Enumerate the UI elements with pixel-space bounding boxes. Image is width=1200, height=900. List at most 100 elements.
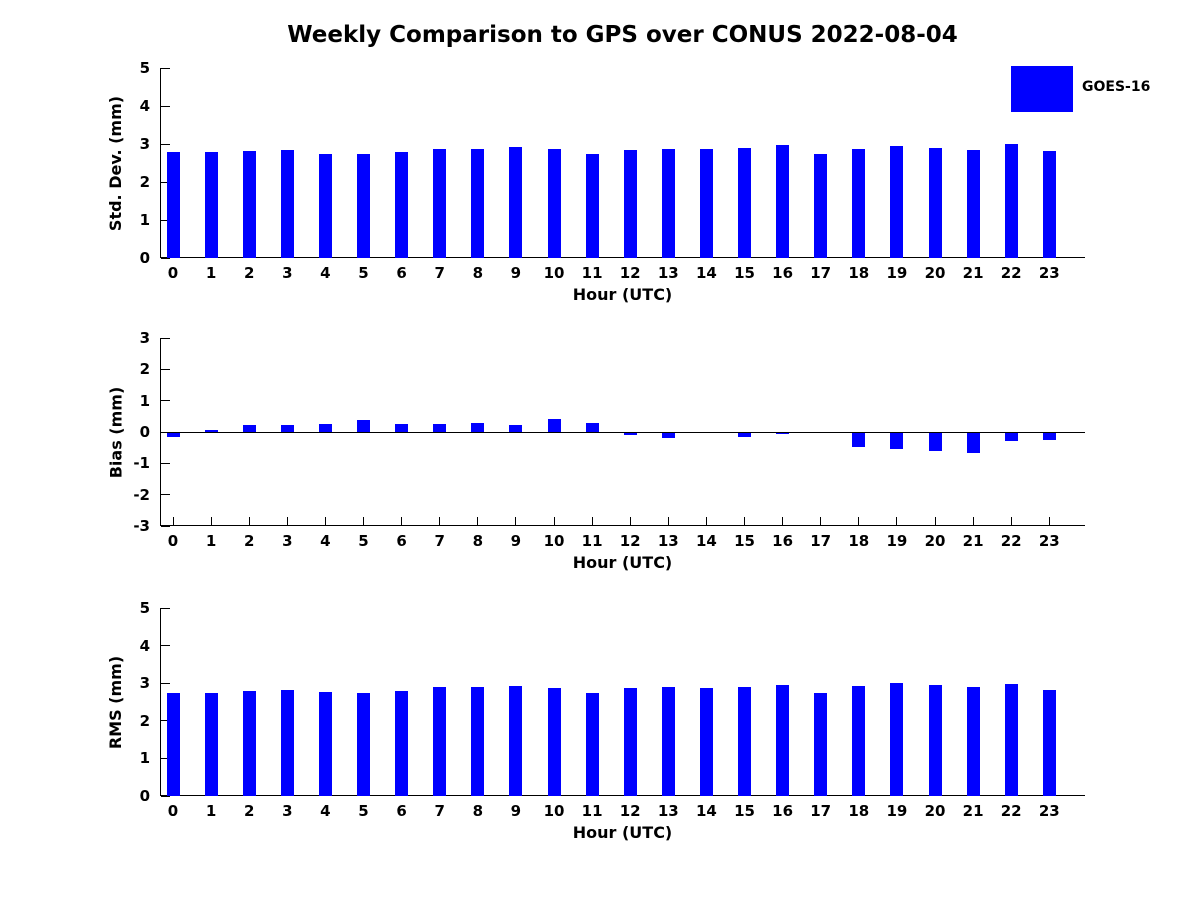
- goes16-bar: [738, 147, 751, 258]
- x-tick-mark: [934, 517, 936, 525]
- x-tick-mark: [896, 517, 898, 525]
- goes16-bar: [242, 150, 256, 258]
- x-tick-label: 20: [924, 532, 946, 550]
- x-tick-label: 4: [320, 532, 331, 550]
- goes16-bar: [1042, 151, 1056, 258]
- y-tick-mark: [161, 368, 170, 370]
- x-tick-label: 15: [734, 532, 755, 550]
- x-tick-label: 18: [848, 532, 870, 550]
- y-tick-label: 3: [139, 674, 150, 693]
- y-tick-label: 0: [139, 787, 150, 805]
- x-axis-spine: [160, 525, 1085, 526]
- x-tick-label: 0: [167, 802, 179, 820]
- x-tick-mark: [858, 517, 860, 525]
- y-tick-label: -3: [133, 517, 150, 535]
- goes16-bar: [966, 687, 980, 796]
- x-tick-label: 17: [810, 802, 832, 820]
- x-tick-mark: [705, 517, 707, 525]
- x-tick-label: 16: [772, 532, 794, 550]
- x-tick-label: 6: [396, 802, 407, 820]
- x-tick-mark: [515, 517, 517, 525]
- x-tick-mark: [629, 517, 631, 525]
- goes16-bar: [204, 692, 218, 796]
- x-tick-mark: [477, 517, 479, 525]
- legend-series-label: GOES-16: [1082, 79, 1151, 95]
- x-axis-spine: [160, 257, 1085, 258]
- x-tick-label: 0: [167, 264, 179, 282]
- x-tick-label: 17: [810, 532, 832, 550]
- goes16-bar: [890, 682, 904, 796]
- x-tick-label: 6: [396, 532, 407, 550]
- goes16-bar: [623, 688, 637, 796]
- goes16-bar: [242, 425, 256, 432]
- x-tick-label: 10: [543, 532, 565, 550]
- x-tick-mark: [363, 517, 364, 525]
- x-tick-label: 15: [734, 802, 755, 820]
- y-axis-label-wrap: RMS (mm): [96, 608, 136, 796]
- x-tick-label: 14: [695, 802, 717, 820]
- goes16-bar: [776, 684, 790, 796]
- goes16-bar: [357, 692, 370, 796]
- y-tick-mark: [161, 645, 170, 647]
- goes16-bar: [966, 150, 980, 258]
- y-tick-label: 2: [139, 173, 150, 191]
- goes16-bar: [585, 692, 599, 796]
- y-tick-label: 5: [139, 599, 150, 617]
- goes16-bar: [547, 418, 561, 432]
- y-tick-label: -1: [133, 454, 150, 473]
- stddev-subplot: 0 1 2 3 4 5 0 1 2 3 4 5 6 7 8 9 10 11 12 13 14 15 16 17 18 19 20 21…: [107, 59, 1085, 304]
- goes16-bar: [661, 687, 675, 796]
- y-tick-label: 4: [139, 636, 150, 655]
- x-tick-label: 13: [657, 532, 679, 550]
- x-tick-label: 2: [243, 532, 255, 550]
- x-tick-label: 18: [848, 264, 870, 282]
- goes16-bar: [395, 152, 409, 258]
- goes16-bar: [433, 423, 447, 432]
- goes16-bar: [471, 423, 485, 432]
- y-axis-label-wrap: Bias (mm): [96, 338, 136, 526]
- y-axis-label: Std. Dev. (mm): [106, 95, 126, 231]
- goes16-bar: [661, 432, 675, 439]
- y-tick-label: 0: [139, 249, 150, 267]
- y-tick-mark: [161, 257, 170, 259]
- x-axis-spine: [160, 795, 1085, 796]
- x-tick-mark: [782, 517, 784, 525]
- goes16-bar: [547, 687, 561, 796]
- goes16-bar: [509, 424, 523, 432]
- goes16-bar: [890, 432, 904, 450]
- y-tick-label: 0: [139, 423, 150, 441]
- y-axis-label: Bias (mm): [106, 386, 126, 478]
- goes16-bar: [318, 153, 332, 258]
- goes16-bar: [776, 145, 790, 258]
- x-tick-label: 21: [962, 264, 984, 282]
- x-axis-label: Hour (UTC): [572, 285, 673, 304]
- x-tick-label: 8: [472, 802, 484, 820]
- goes16-bar: [966, 432, 980, 454]
- goes16-bar: [280, 425, 294, 432]
- x-tick-label: 23: [1038, 264, 1060, 282]
- goes16-bar: [318, 423, 332, 432]
- x-tick-label: 21: [962, 802, 984, 820]
- y-tick-mark: [161, 400, 170, 402]
- goes16-bar: [738, 432, 751, 438]
- x-tick-mark: [286, 517, 288, 525]
- goes16-bar: [433, 686, 447, 796]
- x-tick-label: 8: [472, 264, 484, 282]
- goes16-bar: [280, 689, 294, 796]
- x-tick-label: 12: [619, 264, 641, 282]
- goes16-bar: [204, 152, 218, 258]
- x-tick-label: 16: [772, 264, 794, 282]
- x-tick-label: 20: [924, 802, 946, 820]
- x-tick-label: 1: [205, 532, 217, 550]
- goes16-bar: [814, 154, 828, 258]
- x-tick-mark: [401, 517, 403, 525]
- goes16-bar: [509, 685, 523, 796]
- goes16-bar: [699, 688, 713, 796]
- x-tick-label: 3: [282, 532, 293, 550]
- y-tick-mark: [161, 494, 170, 496]
- x-tick-label: 19: [886, 264, 908, 282]
- bias-subplot: -3 -2 -1 0 1 2 3 0 1 2 3 4 5 6 7 8 9 10 11 12 13 14 15 16 17 18 19…: [107, 329, 1085, 572]
- y-tick-mark: [161, 525, 170, 527]
- x-tick-label: 23: [1038, 532, 1060, 550]
